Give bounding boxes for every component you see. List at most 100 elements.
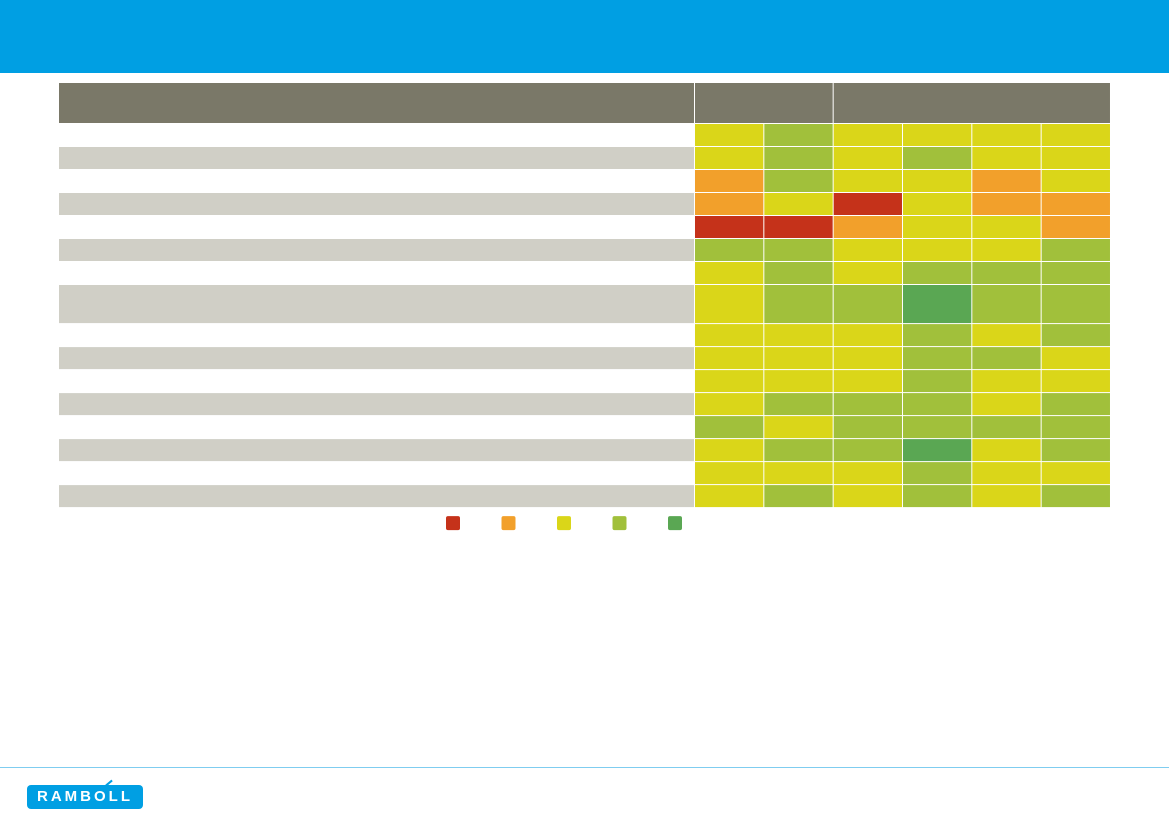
- heatmap-cell-r7-c6: [1041, 262, 1110, 284]
- heatmap-cell-r4-c5: [972, 193, 1041, 215]
- row-label-band-14: [59, 439, 694, 462]
- heatmap-cell-r13-c1: [695, 416, 764, 439]
- row-label-band-6: [59, 239, 694, 261]
- header-group-2: [833, 83, 1110, 123]
- heatmap-cell-r16-c4: [902, 485, 972, 508]
- heatmap-cell-r6-c4: [902, 239, 972, 261]
- heatmap-cell-r2-c2: [764, 147, 833, 169]
- heatmap-cell-r2-c1: [695, 147, 764, 169]
- legend-swatch-1: [446, 516, 460, 531]
- heatmap-cell-r15-c3: [833, 462, 902, 485]
- row-label-band-13: [59, 416, 694, 439]
- heatmap-cell-r4-c6: [1041, 193, 1110, 215]
- footer-divider: [0, 767, 1169, 768]
- row-label-band-16: [59, 485, 694, 508]
- heatmap-cell-r14-c6: [1041, 439, 1110, 462]
- heatmap-cell-r6-c6: [1041, 239, 1110, 261]
- legend-swatch-2: [501, 516, 516, 531]
- heatmap-chart: [59, 83, 1110, 531]
- heatmap-cell-r14-c3: [833, 439, 902, 462]
- heatmap-cell-r5-c1: [695, 216, 764, 238]
- legend-swatch-5: [668, 516, 682, 531]
- heatmap-cell-r8-c1: [695, 285, 764, 324]
- heatmap-cell-r4-c3: [833, 193, 902, 215]
- heatmap-cell-r13-c3: [833, 416, 902, 439]
- heatmap-cell-r12-c3: [833, 393, 902, 416]
- heatmap-cell-r15-c4: [902, 462, 972, 485]
- heatmap-cell-r11-c4: [902, 370, 972, 393]
- heatmap-cell-r10-c1: [695, 347, 764, 370]
- heatmap-cell-r7-c3: [833, 262, 902, 284]
- row-label-band-4: [59, 193, 694, 215]
- heatmap-cell-r1-c5: [972, 124, 1041, 146]
- heatmap-cell-r16-c2: [764, 485, 833, 508]
- heatmap-cell-r5-c6: [1041, 216, 1110, 238]
- heatmap-cell-r14-c2: [764, 439, 833, 462]
- heatmap-cell-r7-c1: [695, 262, 764, 284]
- heatmap-cell-r9-c5: [972, 324, 1041, 347]
- row-label-band-12: [59, 393, 694, 416]
- row-label-band-15: [59, 462, 694, 485]
- heatmap-cell-r2-c4: [902, 147, 972, 169]
- heatmap-cell-r5-c3: [833, 216, 902, 238]
- row-label-band-10: [59, 347, 694, 370]
- heatmap-cell-r5-c2: [764, 216, 833, 238]
- heatmap-cell-r4-c2: [764, 193, 833, 215]
- ramboll-logo: RAMBOLL: [27, 779, 143, 809]
- heatmap-cell-r16-c1: [695, 485, 764, 508]
- heatmap-cell-r10-c3: [833, 347, 902, 370]
- heatmap-cell-r12-c2: [764, 393, 833, 416]
- heatmap-cell-r2-c6: [1041, 147, 1110, 169]
- heatmap-cell-r3-c2: [764, 170, 833, 192]
- heatmap-cell-r8-c5: [972, 285, 1041, 324]
- heatmap-cell-r9-c2: [764, 324, 833, 347]
- heatmap-cell-r6-c3: [833, 239, 902, 261]
- heatmap-cell-r4-c1: [695, 193, 764, 215]
- heatmap-cell-r11-c5: [972, 370, 1041, 393]
- logo-text: RAMBOLL: [37, 788, 133, 805]
- row-label-band-8: [59, 285, 694, 324]
- row-label-band-5: [59, 216, 694, 238]
- row-label-band-2: [59, 147, 694, 169]
- heatmap-cell-r8-c6: [1041, 285, 1110, 324]
- heatmap-cell-r3-c3: [833, 170, 902, 192]
- heatmap-cell-r15-c5: [972, 462, 1041, 485]
- heatmap-cell-r8-c3: [833, 285, 902, 324]
- heatmap-cell-r5-c5: [972, 216, 1041, 238]
- heatmap-cell-r14-c5: [972, 439, 1041, 462]
- logo-accent-icon: [105, 779, 113, 787]
- heatmap-cell-r3-c5: [972, 170, 1041, 192]
- legend-swatch-3: [557, 516, 571, 531]
- heatmap-cell-r12-c4: [902, 393, 972, 416]
- heatmap-cell-r10-c5: [972, 347, 1041, 370]
- row-label-band-7: [59, 262, 694, 284]
- heatmap-cell-r4-c4: [902, 193, 972, 215]
- heatmap-cell-r10-c2: [764, 347, 833, 370]
- heatmap-cell-r9-c4: [902, 324, 972, 347]
- row-label-band-3: [59, 170, 694, 192]
- heatmap-cell-r12-c5: [972, 393, 1041, 416]
- heatmap-cell-r11-c6: [1041, 370, 1110, 393]
- heatmap-cell-r3-c1: [695, 170, 764, 192]
- heatmap-cell-r15-c1: [695, 462, 764, 485]
- heatmap-cell-r11-c2: [764, 370, 833, 393]
- heatmap-cell-r6-c1: [695, 239, 764, 261]
- heatmap-cell-r16-c5: [972, 485, 1041, 508]
- heatmap-cell-r13-c5: [972, 416, 1041, 439]
- heatmap-cell-r1-c2: [764, 124, 833, 146]
- heatmap-cell-r3-c4: [902, 170, 972, 192]
- header-label-cell: [59, 83, 694, 123]
- heatmap-cell-r16-c6: [1041, 485, 1110, 508]
- heatmap-cell-r6-c2: [764, 239, 833, 261]
- heatmap-cell-r7-c2: [764, 262, 833, 284]
- heatmap-cell-r11-c1: [695, 370, 764, 393]
- heatmap-cell-r7-c4: [902, 262, 972, 284]
- heatmap-cell-r2-c5: [972, 147, 1041, 169]
- heatmap-cell-r9-c3: [833, 324, 902, 347]
- heatmap-cell-r1-c1: [695, 124, 764, 146]
- heatmap-cell-r3-c6: [1041, 170, 1110, 192]
- heatmap-cell-r1-c6: [1041, 124, 1110, 146]
- heatmap-cell-r10-c4: [902, 347, 972, 370]
- heatmap-cell-r7-c5: [972, 262, 1041, 284]
- row-label-band-9: [59, 324, 694, 347]
